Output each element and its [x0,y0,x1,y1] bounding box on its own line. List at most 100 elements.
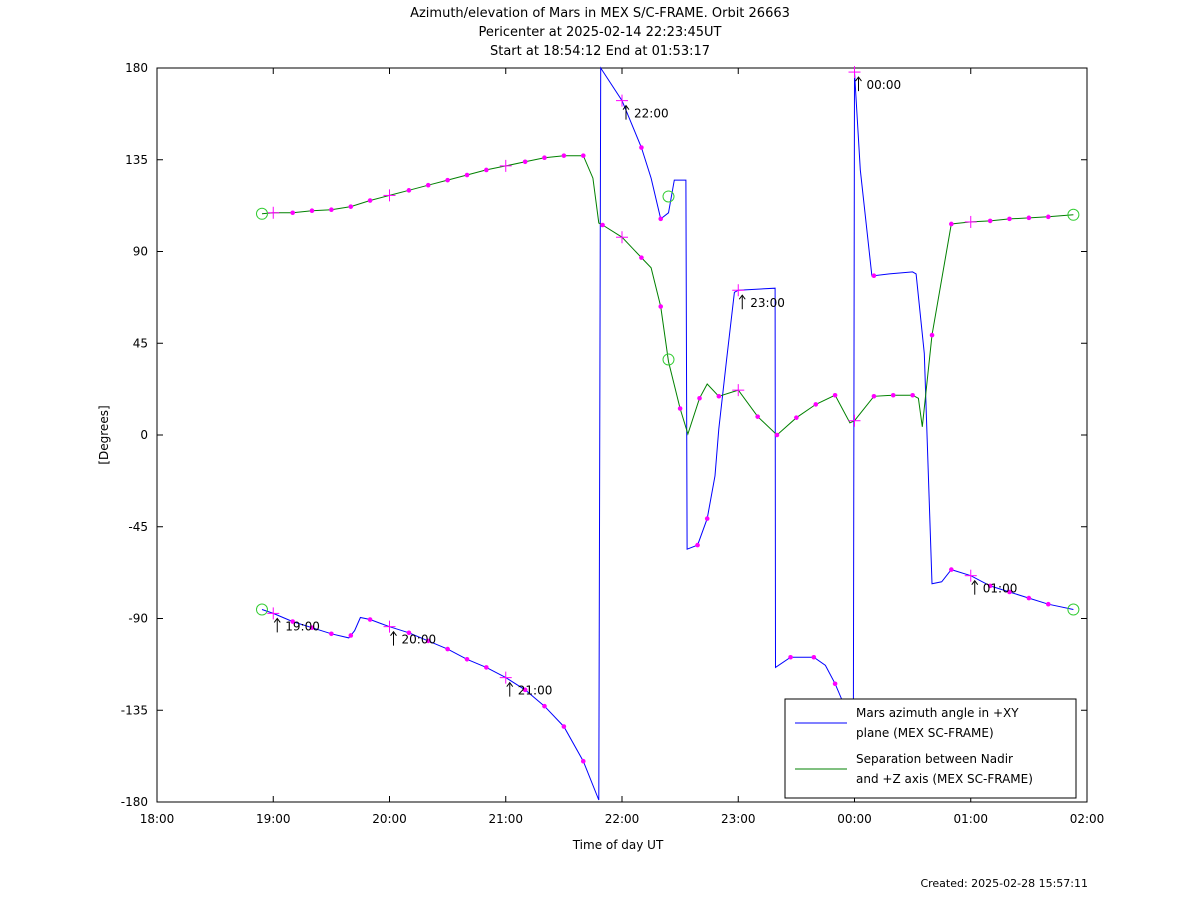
y-tick-label: -180 [121,795,148,809]
data-point [658,216,664,222]
hour-label: 21:00 [518,684,553,698]
data-point [329,631,334,637]
data-point [1045,601,1051,607]
data-point [484,167,489,173]
data-point [309,208,315,214]
legend-label: Separation between Nadir [856,752,1013,766]
data-point [1007,589,1012,595]
data-point [290,619,295,624]
y-axis-label: [Degrees] [97,405,111,464]
hour-label-arrowhead [855,76,862,82]
title-line-2: Start at 18:54:12 End at 01:53:17 [490,44,710,59]
data-point [774,432,780,438]
y-tick-label: 0 [140,428,148,442]
data-point [309,625,315,630]
data-point [522,687,528,693]
data-point [367,617,373,622]
plot-area [156,67,1088,803]
data-point [406,188,412,193]
data-point [464,172,470,178]
start-end-circle [255,603,268,616]
x-tick-label: 18:00 [140,812,175,826]
legend-box [784,698,1077,799]
start-end-circle [662,353,675,366]
data-point [1026,215,1032,221]
y-tick-label: -90 [128,612,148,626]
data-point [871,393,877,399]
x-tick-label: 21:00 [488,812,523,826]
y-tick-label: 135 [125,153,148,167]
hour-label: 19:00 [285,619,320,633]
data-point [329,207,334,213]
hour-label-arrowhead [506,681,514,687]
data-point [639,255,644,260]
y-tick-label: -135 [121,703,148,717]
data-point [677,406,683,411]
x-tick-label: 02:00 [1070,812,1105,826]
data-point [484,665,489,670]
data-point [561,153,567,158]
hour-label: 00:00 [867,78,902,92]
y-tick-label: 180 [125,61,148,75]
hour-label: 22:00 [634,107,669,121]
data-point [695,542,700,548]
data-point [290,210,295,216]
hour-label-arrowhead [738,294,746,300]
data-point [425,638,431,644]
axes: 18:00 19:00 20:00 21:00 22:00 23:00 00:00 01:00… [97,61,1104,852]
data-point [348,204,354,209]
data-point [697,396,702,401]
created-timestamp: Created: 2025-02-28 15:57:11 [920,877,1088,890]
data-point [445,646,450,652]
legend-label: Mars azimuth angle in +XY [856,706,1019,720]
x-tick-label: 00:00 [837,812,872,826]
hour-label-arrowhead [971,579,979,585]
hour-label: 23:00 [750,296,785,310]
series-group [261,66,1074,801]
data-point [464,656,470,662]
x-tick-label: 23:00 [721,812,756,826]
start-end-circle [1067,208,1080,221]
data-point [425,182,431,188]
hour-label-arrowhead [622,104,630,110]
data-point [871,273,877,279]
data-point [987,218,993,224]
data-point [890,392,896,398]
data-point [542,155,547,161]
data-point [406,630,412,636]
x-axis-label: Time of day UT [572,838,664,852]
series-line-0 [261,66,1074,801]
data-point [580,758,586,764]
data-point [755,414,760,419]
data-point [910,392,915,398]
data-point [348,633,354,638]
x-tick-label: 22:00 [605,812,640,826]
y-tick-label: 90 [133,245,148,259]
data-point [522,159,528,165]
y-tick-label: 45 [133,336,148,350]
data-point [832,681,838,687]
hour-label-arrowhead [390,630,397,636]
data-point [1045,214,1051,220]
data-point [794,415,799,420]
title-line-0: Azimuth/elevation of Mars in MEX S/C-FRA… [410,6,790,21]
data-point [639,145,644,150]
data-point [658,304,664,309]
data-point [832,392,838,398]
data-point [929,332,935,338]
data-point [813,402,819,407]
data-point [949,221,954,227]
data-point [561,724,567,729]
chart-title: Azimuth/elevation of Mars in MEX S/C-FRA… [410,6,790,59]
data-point [367,198,373,203]
x-tick-label: 01:00 [953,812,988,826]
title-line-1: Pericenter at 2025-02-14 22:23:45UT [478,25,721,40]
y-tick-label: -45 [128,520,148,534]
data-point [716,393,722,399]
data-point [580,153,586,158]
data-point [788,654,793,660]
x-tick-label: 20:00 [372,812,407,826]
legend: Mars azimuth angle in +XY plane (MEX SC-F… [784,698,1077,799]
data-point [811,654,817,660]
